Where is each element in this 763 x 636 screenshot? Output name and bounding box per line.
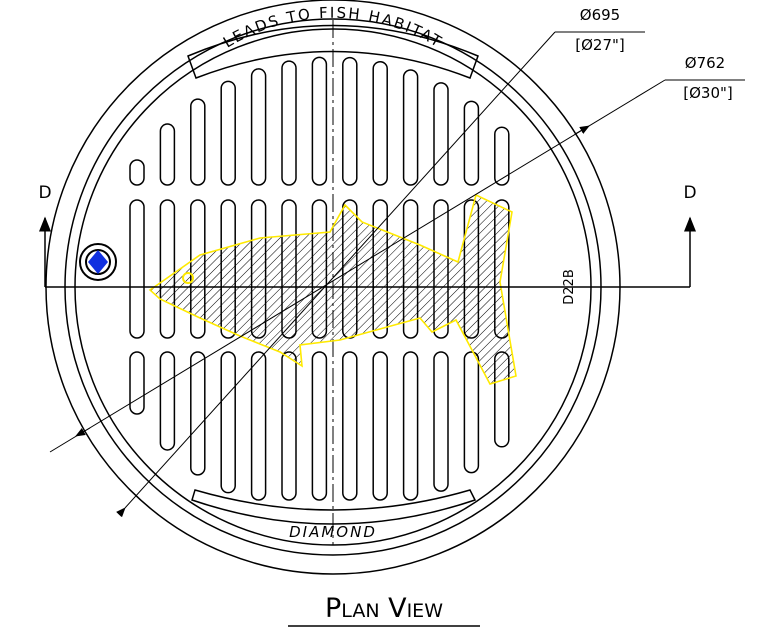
- dimension-metric: Ø762: [685, 54, 725, 72]
- slot: [463, 351, 480, 474]
- dimension-imperial: [Ø27"]: [575, 36, 625, 54]
- slot: [281, 60, 297, 186]
- slot: [159, 351, 176, 451]
- slot: [190, 98, 206, 186]
- dimension-metric: Ø695: [580, 6, 620, 24]
- slot: [220, 351, 236, 494]
- slot: [159, 123, 176, 186]
- bottom-label: DIAMOND: [289, 523, 377, 541]
- part-code: D22B: [562, 269, 577, 304]
- slot: [311, 351, 328, 501]
- dimension-imperial: [Ø30"]: [683, 84, 733, 102]
- slot: [281, 351, 297, 501]
- caption: Plan View: [325, 593, 443, 624]
- slot: [129, 351, 145, 415]
- slot: [342, 351, 358, 501]
- section-mark: D: [38, 183, 51, 203]
- slot: [372, 351, 388, 501]
- slot: [129, 159, 145, 186]
- slot: [494, 126, 510, 186]
- section-mark: D: [683, 183, 696, 203]
- slot: [311, 56, 328, 186]
- bottom-plate: [191, 489, 477, 525]
- slot: [159, 199, 176, 339]
- slot: [250, 68, 267, 186]
- dimension-695: Ø695 [Ø27"]: [115, 6, 645, 518]
- slot: [250, 351, 267, 501]
- pickup-icon: [79, 243, 117, 281]
- slot: [433, 351, 449, 492]
- slot: [463, 100, 480, 186]
- slot: [372, 60, 388, 186]
- fish-logo: [148, 193, 517, 385]
- dimension-762: Ø762 [Ø30"]: [49, 54, 745, 453]
- slot: [129, 199, 145, 339]
- slot: [220, 80, 236, 186]
- slot: [342, 56, 358, 186]
- slot: [190, 351, 206, 476]
- slot: [402, 351, 419, 501]
- fish-eye: [182, 272, 194, 284]
- top-plate: [187, 24, 479, 79]
- slot: [433, 82, 449, 186]
- slot: [402, 69, 419, 186]
- grate-slots: [129, 56, 510, 501]
